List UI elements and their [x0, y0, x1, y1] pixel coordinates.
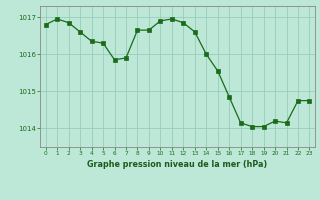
X-axis label: Graphe pression niveau de la mer (hPa): Graphe pression niveau de la mer (hPa)	[87, 160, 268, 169]
